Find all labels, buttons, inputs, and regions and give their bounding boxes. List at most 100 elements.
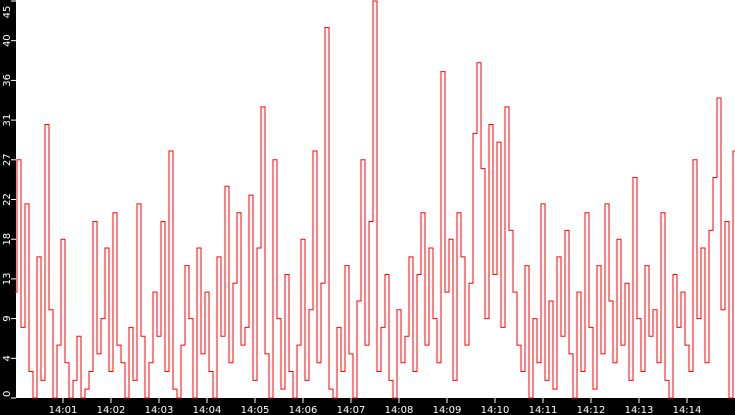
data-segment (443, 71, 447, 293)
data-segment (43, 124, 47, 381)
data-segment (27, 203, 31, 373)
data-segment (483, 168, 487, 320)
data-segment (631, 176, 635, 381)
data-segment (371, 0, 375, 223)
data-segment (591, 326, 595, 390)
data-segment (527, 265, 531, 399)
data-segment (347, 265, 351, 355)
data-segment (71, 379, 75, 399)
data-segment (123, 362, 127, 399)
data-segment (103, 247, 107, 320)
data-segment (615, 238, 619, 364)
data-segment (259, 106, 263, 249)
data-segment (139, 203, 143, 337)
data-segment (375, 0, 379, 373)
data-segment (315, 150, 319, 364)
data-segment (495, 141, 499, 275)
data-segment (415, 273, 419, 373)
data-segment (571, 353, 575, 399)
data-segment (563, 229, 567, 337)
data-segment (679, 291, 683, 328)
data-segment (223, 185, 227, 337)
data-segment (303, 238, 307, 381)
data-segment (559, 256, 563, 337)
data-segment (395, 309, 399, 399)
data-segment (463, 256, 467, 346)
data-segment (627, 282, 631, 381)
y-tick-label: 9 (2, 315, 13, 321)
data-segment (675, 273, 679, 328)
data-segment (703, 247, 707, 364)
data-segment (283, 273, 287, 390)
x-tick-label: 14:08 (385, 405, 414, 415)
data-segment (351, 353, 355, 399)
data-segment (331, 388, 335, 399)
data-segment (487, 124, 491, 320)
data-segment (107, 247, 111, 373)
data-segment (199, 247, 203, 355)
data-segment (651, 309, 655, 337)
data-segment (79, 335, 83, 399)
data-segment (287, 273, 291, 373)
data-segment (683, 291, 687, 346)
data-segment (659, 212, 663, 364)
x-tick-label: 14:03 (145, 405, 174, 415)
data-segment (475, 62, 479, 134)
data-segment (455, 212, 459, 381)
data-segment (655, 309, 659, 364)
data-segment (35, 256, 39, 399)
x-tick-label: 14:06 (289, 405, 318, 415)
data-segment (195, 247, 199, 399)
data-segment (295, 344, 299, 399)
data-segment (547, 300, 551, 381)
y-tick-label: 4 (2, 355, 13, 361)
data-segment (387, 273, 391, 381)
x-tick-label: 14:09 (433, 405, 462, 415)
data-segment (143, 335, 147, 399)
data-segment (567, 229, 571, 355)
data-segment (111, 212, 115, 373)
data-segment (719, 97, 723, 311)
data-segment (267, 353, 271, 399)
data-segment (399, 309, 403, 364)
data-segment (75, 335, 79, 381)
x-tick-label: 14:04 (193, 405, 222, 415)
data-segment (155, 291, 159, 337)
data-segment (211, 371, 215, 399)
x-tick-label: 14:13 (625, 405, 654, 415)
data-segment (519, 344, 523, 373)
data-segment (31, 371, 35, 399)
data-segment (383, 273, 387, 328)
data-segment (367, 221, 371, 346)
data-segment (439, 71, 443, 364)
data-segment (23, 203, 27, 328)
data-segment (171, 150, 175, 390)
data-segment (319, 282, 323, 364)
data-segment (271, 159, 275, 399)
data-segment (619, 238, 623, 346)
data-segment (335, 326, 339, 399)
y-tick-label: 31 (2, 114, 13, 127)
x-tick-label: 14:11 (529, 405, 558, 415)
data-segment (339, 326, 343, 373)
data-segment (255, 247, 259, 381)
data-segment (291, 371, 295, 399)
data-segment (183, 265, 187, 346)
data-segment (191, 318, 195, 399)
data-segment (467, 282, 471, 346)
y-tick-label: 18 (2, 233, 13, 246)
data-segment (215, 256, 219, 399)
data-segment (187, 265, 191, 320)
data-segment (511, 229, 515, 293)
data-segment (91, 221, 95, 373)
data-segment (323, 26, 327, 284)
data-segment (55, 344, 59, 399)
data-segment (355, 300, 359, 399)
data-segment (147, 362, 151, 399)
y-tick-label: 27 (2, 153, 13, 166)
series-line (15, 0, 735, 399)
data-segment (227, 185, 231, 364)
data-segment (99, 318, 103, 355)
data-segment (727, 221, 731, 399)
